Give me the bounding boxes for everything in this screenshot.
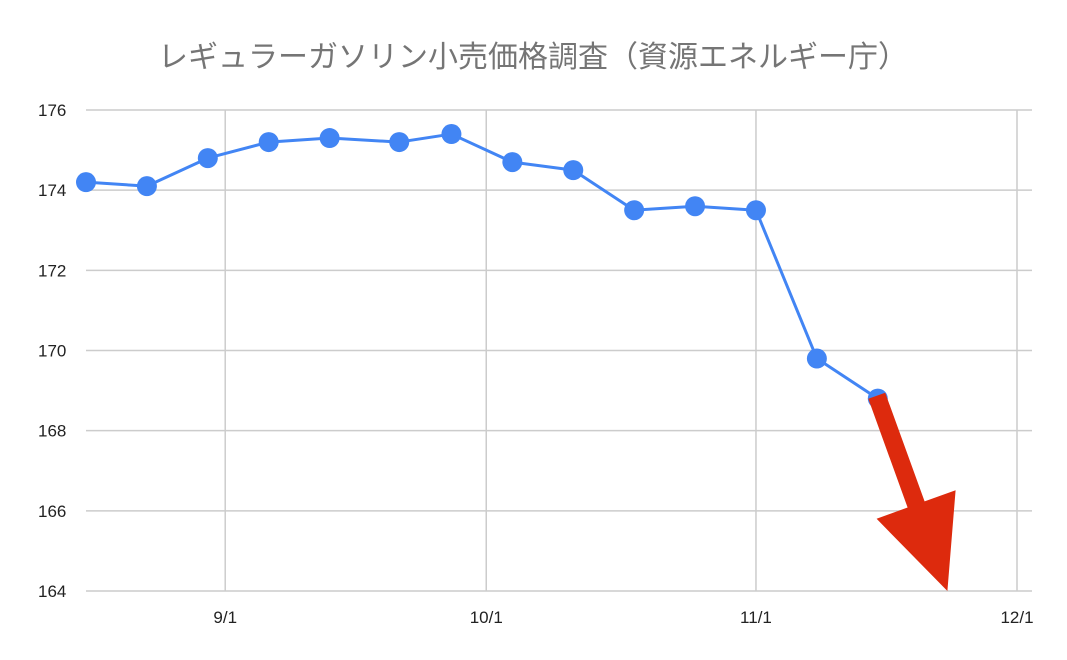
data-point xyxy=(76,172,96,193)
y-tick-label: 174 xyxy=(38,181,66,200)
data-point xyxy=(502,152,523,173)
y-tick-label: 170 xyxy=(38,342,66,361)
data-point xyxy=(319,128,340,149)
data-point xyxy=(563,160,584,181)
chart-title: レギュラーガソリン小売価格調査（資源エネルギー庁） xyxy=(158,40,908,75)
series-line xyxy=(85,132,879,400)
x-tick-label: 9/1 xyxy=(213,608,237,627)
data-point xyxy=(441,124,462,145)
data-point xyxy=(389,132,410,153)
y-tick-label: 176 xyxy=(38,101,66,120)
x-tick-label: 11/1 xyxy=(740,608,772,627)
data-point xyxy=(136,176,157,197)
data-point xyxy=(745,200,766,221)
grid-lines xyxy=(86,109,1032,592)
x-axis-ticks: 9/1 10/1 11/1 12/1 xyxy=(213,608,1033,627)
annotation-layer xyxy=(868,392,956,591)
x-tick-label: 12/1 xyxy=(1000,608,1033,627)
data-point xyxy=(197,148,218,169)
data-point xyxy=(806,348,827,369)
y-tick-label: 166 xyxy=(38,502,66,521)
data-point xyxy=(258,132,279,153)
data-point xyxy=(685,196,706,217)
y-tick-label: 172 xyxy=(38,261,66,280)
y-axis-ticks: 164 166 168 170 172 174 176 xyxy=(38,101,66,601)
x-tick-label: 10/1 xyxy=(470,608,503,627)
down-arrow-annotation xyxy=(868,392,956,591)
series-layer xyxy=(76,124,888,409)
y-tick-label: 164 xyxy=(38,582,66,601)
data-point xyxy=(624,200,645,221)
y-tick-label: 168 xyxy=(38,422,66,441)
